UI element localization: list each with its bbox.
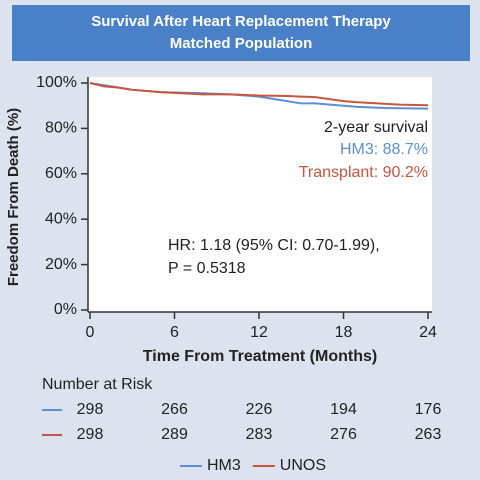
chart-title: Survival After Heart Replacement Therapy <box>91 13 391 30</box>
x-tick-label: 18 <box>335 324 353 341</box>
annotation: HR: 1.18 (95% CI: 0.70-1.99), <box>168 237 380 254</box>
legend-label: HM3 <box>207 457 241 474</box>
y-tick-label: 60% <box>45 165 77 182</box>
y-tick-label: 80% <box>45 120 77 137</box>
risk-value: 176 <box>415 401 442 418</box>
chart-title: Matched Population <box>170 35 313 52</box>
survival-line <box>89 82 429 107</box>
title-box <box>12 5 470 61</box>
risk-value: 263 <box>415 426 442 443</box>
plot-area <box>88 77 432 312</box>
risk-value: 266 <box>161 401 188 418</box>
y-tick-label: 40% <box>45 210 77 227</box>
risk-value: 276 <box>330 426 357 443</box>
risk-value: 194 <box>330 401 357 418</box>
y-axis-label: Freedom From Death (%) <box>5 108 22 286</box>
risk-value: 226 <box>246 401 273 418</box>
y-tick-label: 100% <box>36 74 77 91</box>
y-tick-label: 20% <box>45 256 77 273</box>
risk-title: Number at Risk <box>42 376 153 393</box>
risk-value: 298 <box>77 426 104 443</box>
legend-label: UNOS <box>280 457 326 474</box>
risk-value: 283 <box>246 426 273 443</box>
y-tick-label: 0% <box>54 301 77 318</box>
x-tick-label: 6 <box>170 324 179 341</box>
annotation: P = 0.5318 <box>168 260 246 277</box>
risk-value: 289 <box>161 426 188 443</box>
annotation: HM3: 88.7% <box>340 141 428 158</box>
annotation: 2-year survival <box>324 119 428 136</box>
x-tick-label: 0 <box>86 324 95 341</box>
x-tick-label: 24 <box>419 324 437 341</box>
x-tick-label: 12 <box>250 324 268 341</box>
annotation: Transplant: 90.2% <box>299 164 428 181</box>
risk-value: 298 <box>77 401 104 418</box>
x-axis-label: Time From Treatment (Months) <box>143 348 377 365</box>
